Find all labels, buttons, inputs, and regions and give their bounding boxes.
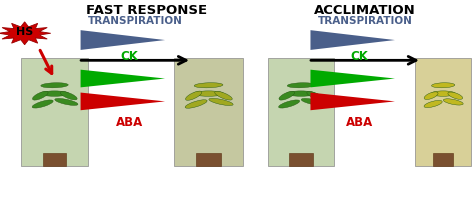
Polygon shape bbox=[81, 30, 165, 50]
Text: TRANSPIRATION: TRANSPIRATION bbox=[88, 16, 182, 26]
Ellipse shape bbox=[301, 98, 324, 105]
Ellipse shape bbox=[215, 91, 232, 100]
Ellipse shape bbox=[287, 91, 315, 96]
Polygon shape bbox=[81, 93, 165, 110]
Text: ABA: ABA bbox=[116, 116, 143, 129]
Ellipse shape bbox=[209, 98, 233, 105]
Polygon shape bbox=[310, 30, 395, 50]
Ellipse shape bbox=[32, 100, 53, 108]
Ellipse shape bbox=[185, 100, 207, 108]
Ellipse shape bbox=[32, 91, 48, 100]
Ellipse shape bbox=[431, 83, 455, 88]
Bar bbox=[21, 58, 88, 166]
Ellipse shape bbox=[279, 91, 295, 100]
Text: ABA: ABA bbox=[346, 116, 373, 129]
Ellipse shape bbox=[431, 91, 455, 96]
Ellipse shape bbox=[443, 99, 463, 105]
Text: TRANSPIRATION: TRANSPIRATION bbox=[318, 16, 412, 26]
Ellipse shape bbox=[424, 100, 442, 108]
Ellipse shape bbox=[287, 83, 315, 88]
Bar bbox=[268, 58, 334, 166]
Ellipse shape bbox=[185, 91, 202, 100]
Bar bbox=[173, 58, 244, 166]
Bar bbox=[196, 154, 221, 166]
Ellipse shape bbox=[55, 98, 78, 105]
Polygon shape bbox=[310, 70, 395, 87]
Ellipse shape bbox=[60, 92, 77, 100]
Ellipse shape bbox=[41, 83, 68, 88]
Text: FAST RESPONSE: FAST RESPONSE bbox=[86, 4, 208, 17]
Bar bbox=[433, 154, 453, 166]
Text: ACCLIMATION: ACCLIMATION bbox=[314, 4, 416, 17]
Polygon shape bbox=[310, 93, 395, 110]
Bar bbox=[415, 58, 471, 166]
Ellipse shape bbox=[279, 100, 300, 108]
Text: CK: CK bbox=[351, 50, 368, 63]
Ellipse shape bbox=[194, 83, 223, 88]
Ellipse shape bbox=[424, 92, 438, 99]
Ellipse shape bbox=[40, 91, 69, 96]
Bar bbox=[43, 154, 66, 166]
Text: HS: HS bbox=[16, 27, 33, 37]
Bar bbox=[289, 154, 313, 166]
Ellipse shape bbox=[307, 92, 324, 100]
Polygon shape bbox=[81, 70, 165, 87]
Text: CK: CK bbox=[121, 50, 138, 63]
Polygon shape bbox=[0, 22, 51, 45]
Ellipse shape bbox=[448, 92, 463, 99]
Ellipse shape bbox=[193, 91, 224, 96]
